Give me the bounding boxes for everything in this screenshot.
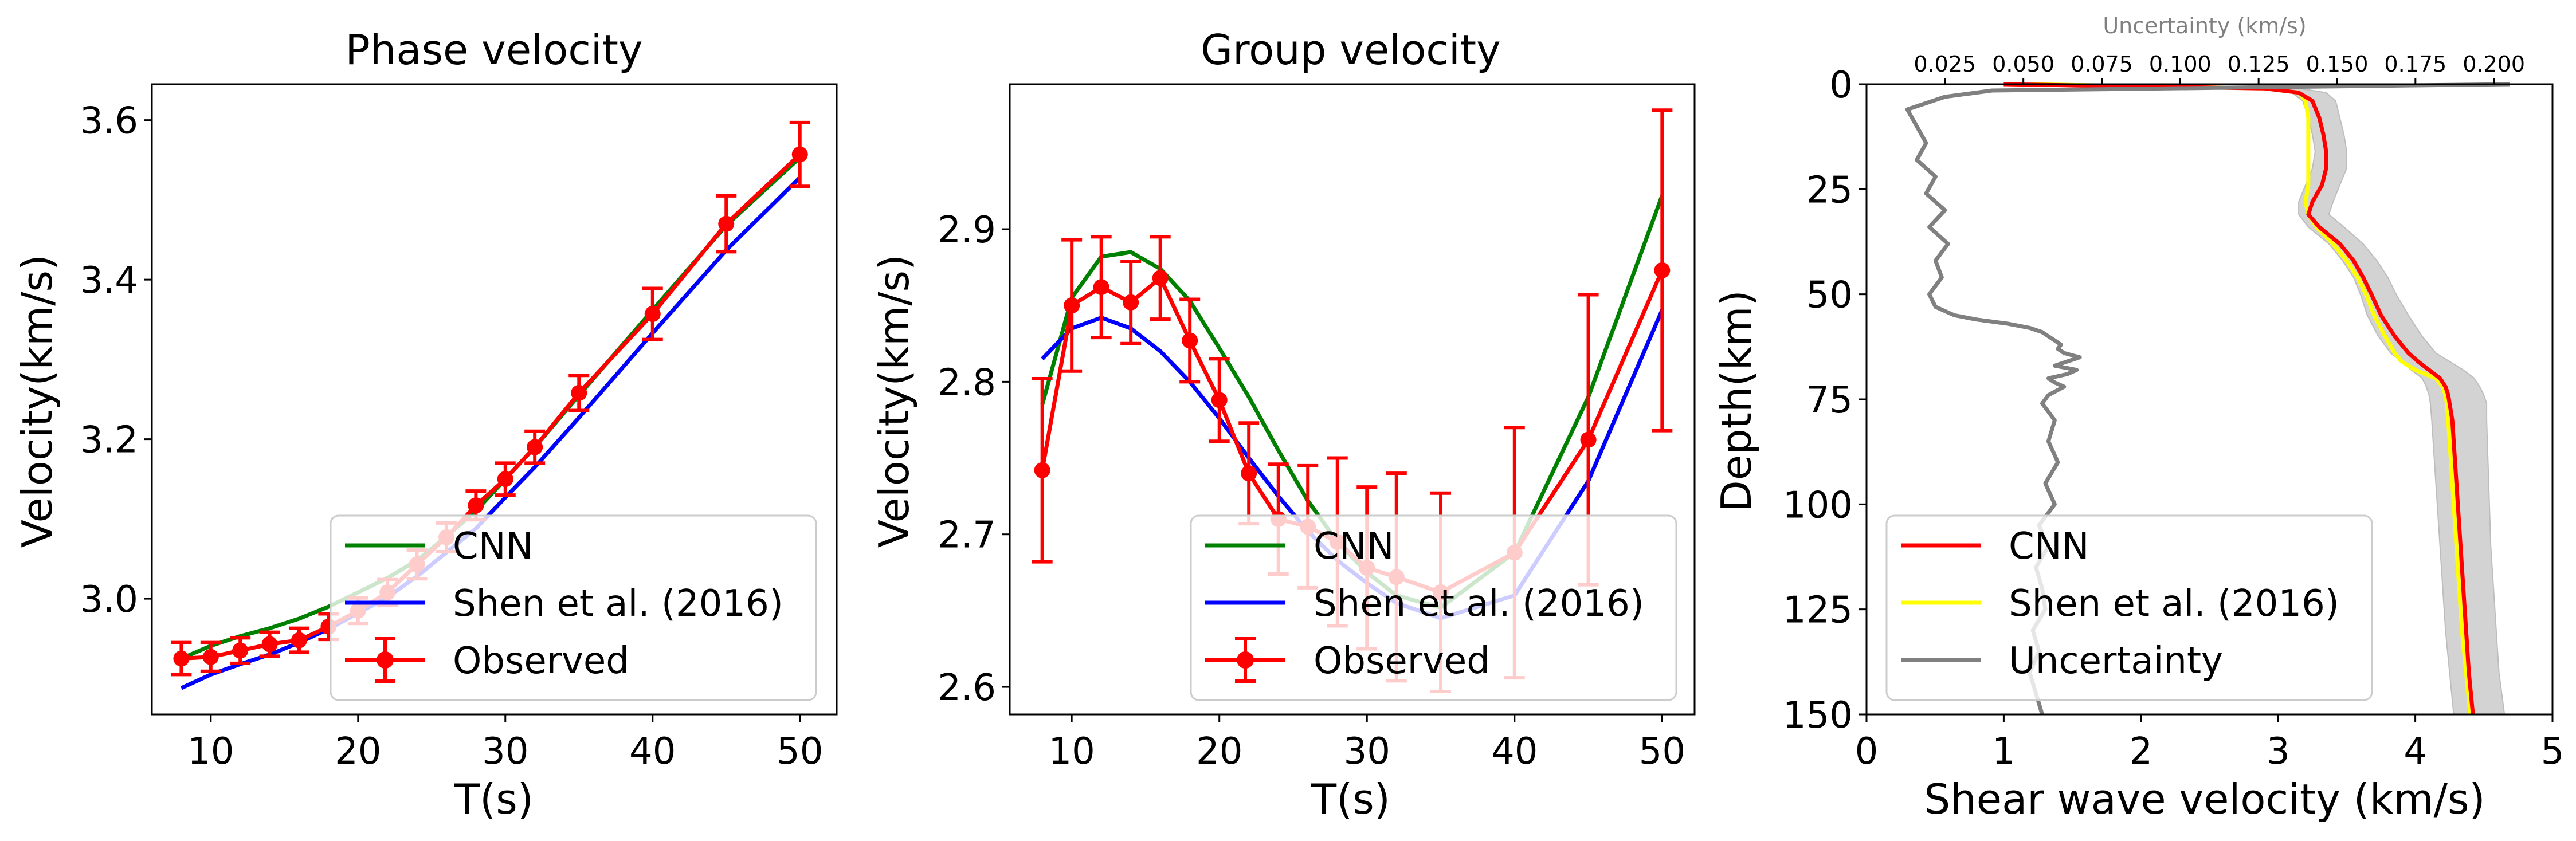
y-tick-label: 2.9 [938,209,996,251]
legend: CNN Shen et al. (2016) Observed [330,514,817,701]
x-tick-label: 10 [1048,730,1095,773]
top-x-tick-label: 0.150 [2306,52,2369,77]
observed-point [261,636,278,653]
x-tick-label: 20 [1196,730,1242,773]
observed-point [644,306,661,323]
x-tick-label: 10 [187,730,234,773]
observed-point [1580,431,1597,448]
observed-point [1123,294,1139,311]
y-tick-label: 150 [1783,694,1853,737]
y-tick-label: 2.8 [938,361,996,404]
x-tick-label: 4 [2404,730,2427,773]
plot-frame [1009,83,1696,716]
observed-point [527,439,543,455]
observed-point [1654,262,1671,278]
legend-label-shen: Shen et al. (2016) [1314,583,1644,625]
top-x-tick-label: 0.200 [2463,52,2525,77]
x-tick-label: 3 [2267,730,2290,773]
y-tick-label: 50 [1806,274,1853,317]
legend-box [1885,514,2373,701]
legend-swatch-observed-marker [377,651,394,669]
observed-point [468,497,484,514]
shen-profile-line [2031,82,2472,715]
legend-label-shen: Shen et al. (2016) [2009,583,2339,625]
top-x-tick-label: 0.075 [2071,52,2133,77]
observed-point [1241,465,1257,482]
legend-swatch-observed-marker [1237,651,1254,669]
observed-point [173,650,190,667]
observed-point [1152,270,1169,286]
observed-point [1064,297,1080,314]
shear-velocity-profile-panel: Uncertainty (km/s) Shear wave velocity (… [1712,13,2564,823]
legend-box [1190,514,1677,701]
observed-point [202,649,219,665]
top-x-tick-label: 0.100 [2149,52,2212,77]
x-tick-label: 2 [2129,730,2152,773]
legend-box [330,514,817,701]
observed-point [791,146,808,163]
x-tick-label: 1 [1992,730,2016,773]
observed-point [291,632,307,649]
x-tick-label: 50 [1639,730,1685,773]
legend: CNN Shen et al. (2016) Observed [1190,514,1677,701]
y-axis-label: Velocity(km/s) [13,254,61,548]
plot-frame [1865,83,2554,716]
phase-velocity-panel: Phase velocity T(s) Velocity(km/s) 10 20 3… [13,26,838,823]
x-axis-label: T(s) [454,775,534,823]
group-velocity-panel: Group velocity T(s) Velocity(km/s) 10 20 3… [870,26,1696,823]
observed-point [232,642,249,659]
x-tick-label: 30 [1344,730,1390,773]
y-tick-label: 3.4 [80,260,138,302]
y-tick-label: 2.7 [938,514,996,557]
y-tick-label: 75 [1806,379,1853,422]
x-tick-label: 40 [629,730,676,773]
x-tick-label: 40 [1491,730,1538,773]
y-tick-label: 25 [1806,169,1853,211]
observed-point [1093,279,1109,296]
y-tick-label: 3.0 [80,579,138,621]
cnn-profile-line [2003,82,2475,715]
top-axis-label: Uncertainty (km/s) [2103,13,2306,38]
observed-point [1211,392,1228,408]
plot-frame [151,83,838,716]
x-tick-label: 50 [777,730,823,773]
legend-label-observed: Observed [1314,640,1490,682]
observed-point [1034,462,1050,478]
x-axis-label: T(s) [1311,775,1390,823]
top-x-tick-label: 0.175 [2384,52,2446,77]
x-axis-label: Shear wave velocity (km/s) [1924,775,2485,823]
x-tick-label: 20 [335,730,381,773]
observed-point [718,215,735,232]
panel-title: Phase velocity [345,26,642,74]
y-tick-label: 2.6 [938,667,996,709]
observed-point [497,471,513,488]
legend-label-cnn: CNN [2009,525,2089,568]
legend-label-uncertainty: Uncertainty [2009,640,2223,682]
top-x-tick-label: 0.125 [2228,52,2290,77]
y-axis-label: Velocity(km/s) [870,254,918,548]
legend-label-observed: Observed [453,640,629,682]
x-tick-label: 5 [2541,730,2565,773]
y-tick-label: 0 [1829,64,1853,107]
x-tick-label: 30 [482,730,528,773]
panel-title: Group velocity [1201,26,1500,74]
top-x-tick-label: 0.025 [1914,52,1976,77]
y-tick-label: 3.2 [80,419,138,462]
observed-point [1182,332,1198,349]
legend-label-shen: Shen et al. (2016) [453,583,783,625]
y-tick-label: 3.6 [80,100,138,143]
y-axis-label: Depth(km) [1712,290,1761,512]
legend: CNN Shen et al. (2016) Uncertainty [1885,514,2373,701]
x-tick-label: 0 [1855,730,1879,773]
legend-label-cnn: CNN [1314,525,1394,568]
y-tick-label: 100 [1783,484,1853,526]
legend-label-cnn: CNN [453,525,533,568]
y-tick-label: 125 [1783,590,1853,632]
top-x-tick-label: 0.050 [1992,52,2054,77]
observed-point [571,384,587,401]
